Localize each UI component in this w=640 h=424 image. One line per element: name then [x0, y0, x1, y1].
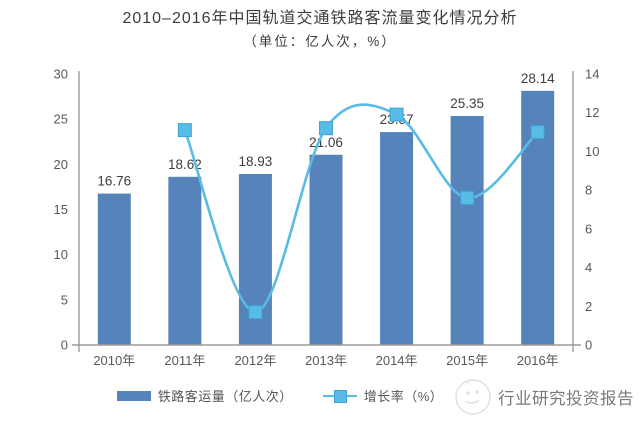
growth-rate-line	[183, 103, 539, 314]
bar-2010年	[97, 193, 131, 345]
left-axis-tick-label: 20	[54, 157, 68, 172]
x-axis-category-label: 2010年	[93, 353, 135, 368]
watermark-doodle-logo-icon	[455, 379, 491, 415]
growth-marker-2015年	[460, 190, 475, 205]
right-axis-tick-label: 4	[585, 260, 592, 275]
legend-label: 铁路客运量（亿人次）	[157, 389, 293, 404]
legend-label: 增长率（%）	[363, 389, 444, 404]
growth-marker-2014年	[389, 107, 404, 122]
left-axis-tick-label: 25	[54, 112, 68, 127]
watermark-text: 行业研究投资报告	[498, 390, 634, 408]
bar-value-label: 21.06	[309, 135, 343, 150]
line-swatch-square-marker-icon	[333, 390, 347, 403]
bar-value-label: 18.93	[239, 154, 273, 169]
bar-2014年	[380, 132, 414, 345]
bar-value-label: 25.35	[450, 96, 484, 111]
right-axis-tick-label: 2	[585, 299, 592, 314]
bar-value-label: 16.76	[97, 174, 131, 189]
watermark: 行业研究投资报告	[451, 374, 634, 420]
bar-value-label: 28.14	[521, 71, 555, 86]
bar-series-swatch	[116, 390, 151, 401]
x-axis-category-label: 2015年	[446, 353, 488, 368]
growth-marker-2011年	[177, 123, 192, 138]
right-axis-tick-label: 6	[585, 221, 592, 236]
legend: 铁路客运量（亿人次） 增长率（%）	[0, 386, 560, 405]
bar-2011年	[168, 176, 202, 345]
growth-marker-2012年	[248, 305, 263, 320]
left-axis-tick-label: 10	[54, 247, 68, 262]
growth-marker-2013年	[319, 121, 333, 136]
right-axis-tick-label: 0	[585, 338, 592, 353]
legend-item-growth-rate: 增长率（%）	[322, 386, 444, 405]
x-axis-category-label: 2012年	[234, 353, 276, 368]
bar-2012年	[238, 173, 272, 345]
right-axis-tick-label: 12	[585, 105, 599, 120]
x-axis-category-label: 2013年	[305, 353, 347, 368]
legend-item-passenger-volume: 铁路客运量（亿人次）	[116, 386, 293, 405]
right-axis-tick-label: 14	[585, 67, 599, 82]
right-axis-tick-label: 10	[585, 144, 599, 159]
x-axis-category-label: 2016年	[517, 353, 559, 368]
title-block: 2010–2016年中国轨道交通铁路客流量变化情况分析 （单位：亿人次，%）	[0, 8, 640, 52]
line-series-swatch	[322, 389, 357, 403]
growth-marker-2016年	[530, 125, 545, 140]
bar-2015年	[450, 116, 484, 345]
bar-2013年	[309, 154, 343, 345]
chart-subtitle: （单位：亿人次，%）	[243, 34, 397, 49]
left-axis-tick-label: 30	[54, 67, 68, 82]
left-axis-tick-label: 0	[61, 338, 68, 353]
chart-title: 2010–2016年中国轨道交通铁路客流量变化情况分析	[122, 10, 518, 27]
x-axis-category-label: 2011年	[164, 353, 205, 368]
left-axis-tick-label: 5	[61, 292, 68, 307]
right-axis-tick-label: 8	[585, 183, 592, 198]
left-axis-tick-label: 15	[54, 202, 68, 217]
x-axis-category-label: 2014年	[376, 353, 418, 368]
